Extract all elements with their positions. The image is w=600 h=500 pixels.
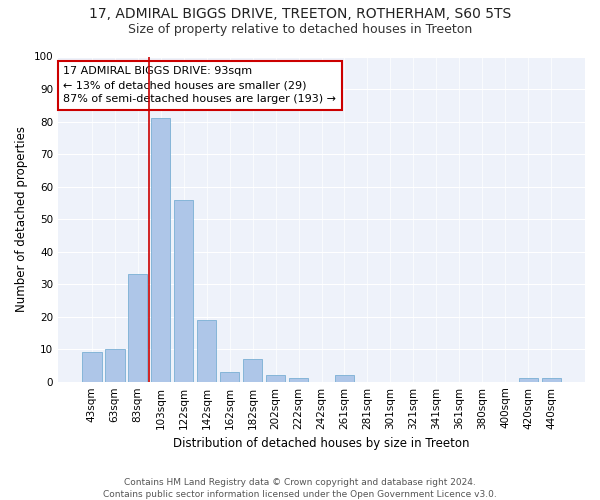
Text: 17, ADMIRAL BIGGS DRIVE, TREETON, ROTHERHAM, S60 5TS: 17, ADMIRAL BIGGS DRIVE, TREETON, ROTHER… bbox=[89, 8, 511, 22]
Y-axis label: Number of detached properties: Number of detached properties bbox=[15, 126, 28, 312]
Bar bbox=[128, 274, 148, 382]
Bar bbox=[220, 372, 239, 382]
Text: 17 ADMIRAL BIGGS DRIVE: 93sqm
← 13% of detached houses are smaller (29)
87% of s: 17 ADMIRAL BIGGS DRIVE: 93sqm ← 13% of d… bbox=[64, 66, 337, 104]
Bar bbox=[82, 352, 101, 382]
Bar bbox=[151, 118, 170, 382]
Bar bbox=[174, 200, 193, 382]
Text: Size of property relative to detached houses in Treeton: Size of property relative to detached ho… bbox=[128, 22, 472, 36]
Bar bbox=[197, 320, 217, 382]
Bar bbox=[266, 375, 286, 382]
X-axis label: Distribution of detached houses by size in Treeton: Distribution of detached houses by size … bbox=[173, 437, 470, 450]
Text: Contains HM Land Registry data © Crown copyright and database right 2024.
Contai: Contains HM Land Registry data © Crown c… bbox=[103, 478, 497, 499]
Bar bbox=[518, 378, 538, 382]
Bar bbox=[243, 359, 262, 382]
Bar bbox=[542, 378, 561, 382]
Bar bbox=[105, 349, 125, 382]
Bar bbox=[335, 375, 354, 382]
Bar bbox=[289, 378, 308, 382]
